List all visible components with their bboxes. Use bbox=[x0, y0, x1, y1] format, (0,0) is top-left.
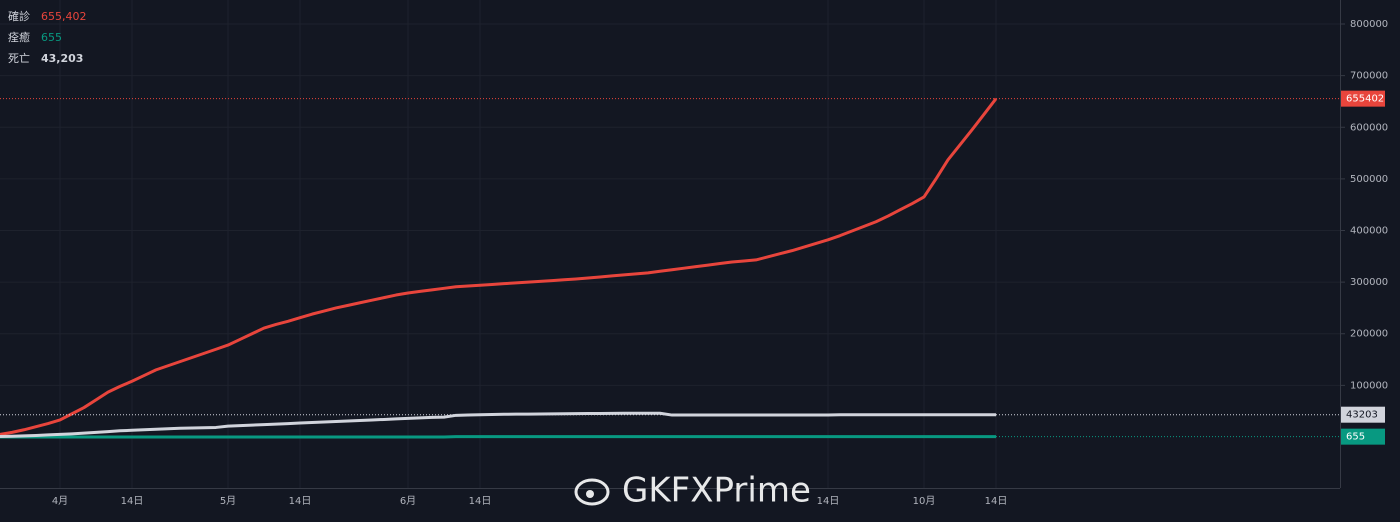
last-value-badge bbox=[1341, 428, 1385, 445]
last-value-label: 655 bbox=[1346, 432, 1365, 443]
x-tick-label: 10月 bbox=[913, 495, 936, 507]
x-tick-label: 14日 bbox=[289, 496, 312, 507]
legend: 確診 655,402 痊癒 655 死亡 43,203 bbox=[8, 9, 87, 65]
y-tick-label: 700000 bbox=[1350, 71, 1388, 82]
last-value-badge bbox=[1341, 406, 1385, 423]
watermark: GKFXPrime bbox=[574, 471, 811, 511]
y-tick-label: 500000 bbox=[1350, 174, 1388, 185]
legend-value: 43,203 bbox=[41, 52, 83, 65]
legend-value: 655 bbox=[41, 31, 62, 44]
y-tick-label: 200000 bbox=[1350, 329, 1388, 340]
x-tick-label: 14日 bbox=[469, 496, 492, 507]
watermark-logo-dot bbox=[586, 490, 594, 498]
watermark-logo bbox=[574, 478, 610, 506]
x-tick-label: 6月 bbox=[400, 495, 416, 507]
y-tick-label: 100000 bbox=[1350, 380, 1388, 391]
grid bbox=[0, 0, 1345, 488]
y-tick-label: 300000 bbox=[1350, 277, 1388, 288]
series-line bbox=[0, 97, 998, 436]
y-tick-label: 800000 bbox=[1350, 19, 1388, 30]
x-tick-label: 14日 bbox=[985, 496, 1008, 507]
x-tick-label: 4月 bbox=[52, 495, 68, 507]
legend-name: 痊癒 bbox=[8, 30, 30, 44]
x-tick-label: 14日 bbox=[121, 496, 144, 507]
legend-name: 死亡 bbox=[8, 51, 30, 65]
y-tick-label: 400000 bbox=[1350, 226, 1388, 237]
legend-value: 655,402 bbox=[41, 10, 87, 23]
last-value-badge bbox=[1341, 90, 1385, 107]
last-value-label: 43203 bbox=[1346, 410, 1378, 421]
last-value-label: 655402 bbox=[1346, 94, 1384, 105]
y-tick-label: 600000 bbox=[1350, 122, 1388, 133]
legend-name: 確診 bbox=[8, 9, 30, 23]
lines bbox=[0, 97, 1340, 439]
x-tick-label: 5月 bbox=[220, 495, 236, 507]
watermark-text: GKFXPrime bbox=[622, 471, 811, 511]
x-tick-label: 14日 bbox=[817, 496, 840, 507]
